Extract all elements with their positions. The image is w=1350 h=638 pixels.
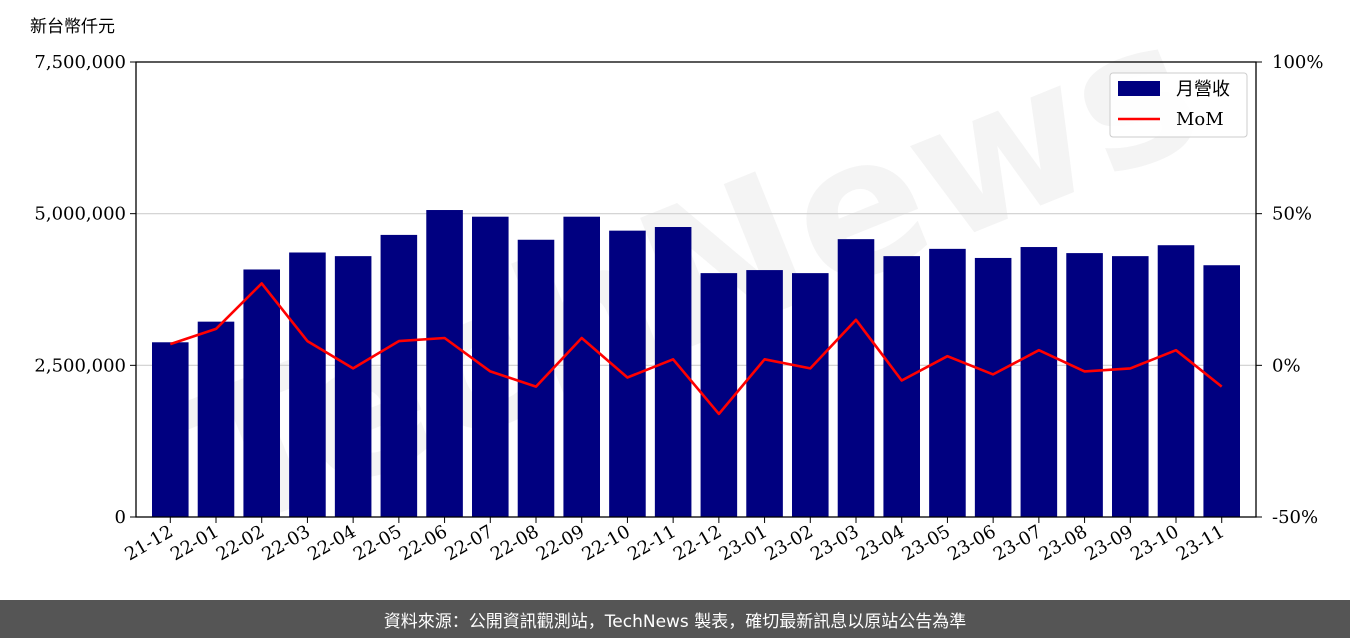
y-left-tick-label: 5,000,000 [34, 204, 126, 225]
x-tick-label: 22-12 [670, 521, 725, 565]
y-right-tick-label: 50% [1272, 204, 1312, 225]
revenue-bar [700, 273, 738, 517]
x-tick-label: 23-01 [716, 521, 771, 565]
y-left-tick-label: 7,500,000 [34, 52, 126, 73]
x-tick-label: 23-11 [1173, 521, 1228, 565]
revenue-bar [654, 227, 692, 517]
x-tick-label: 23-08 [1036, 521, 1091, 565]
revenue-bar [380, 234, 418, 517]
plot-frame [135, 61, 1257, 518]
revenue-bar [609, 230, 646, 518]
y-right-tick-label: 0% [1272, 355, 1301, 376]
revenue-bar [243, 269, 280, 517]
y-left-tick-label: 2,500,000 [34, 355, 126, 376]
x-tick-label: 23-06 [944, 521, 999, 565]
revenue-chart: TechNews02,500,0005,000,0007,500,000-50%… [30, 0, 1323, 575]
revenue-bar [929, 248, 966, 517]
revenue-bar [746, 270, 783, 517]
x-tick-label: 23-04 [853, 521, 908, 565]
x-tick-label: 22-09 [533, 521, 588, 565]
x-tick-label: 23-05 [898, 521, 953, 565]
revenue-bar [289, 252, 326, 517]
revenue-bar [792, 273, 829, 517]
y-right-tick-label: -50% [1272, 507, 1318, 528]
revenue-bar [1157, 245, 1195, 518]
x-tick-label: 23-02 [761, 521, 816, 565]
unit-label: 新台幣仟元 [30, 17, 115, 37]
x-tick-label: 22-01 [167, 521, 222, 565]
revenue-bar [426, 210, 463, 517]
x-tick-label: 22-08 [487, 521, 542, 565]
y-left-tick-label: 0 [115, 507, 126, 528]
revenue-bar [563, 216, 600, 517]
x-tick-label: 22-10 [578, 521, 633, 565]
x-tick-label: 22-06 [396, 521, 451, 565]
revenue-bar [1066, 253, 1103, 517]
revenue-bar [472, 216, 509, 517]
revenue-bar [152, 342, 189, 517]
x-tick-label: 23-07 [990, 521, 1045, 565]
revenue-bar [1020, 247, 1058, 518]
x-tick-label: 21-12 [121, 521, 176, 565]
revenue-bar [974, 257, 1012, 517]
y-right-tick-label: 100% [1272, 52, 1323, 73]
revenue-bar [1112, 256, 1149, 517]
revenue-bar [334, 256, 372, 517]
revenue-bar [1203, 265, 1240, 517]
revenue-bar [837, 239, 875, 517]
x-tick-label: 23-03 [807, 521, 862, 565]
revenue-bar [883, 256, 920, 517]
legend-label-revenue: 月營收 [1176, 79, 1230, 100]
revenue-bar [517, 239, 555, 517]
legend-label-mom: MoM [1176, 109, 1224, 130]
source-footer: 資料來源：公開資訊觀測站，TechNews 製表，確切最新訊息以原站公告為準 [0, 600, 1350, 638]
mom-line [169, 282, 1223, 416]
legend-bar-swatch [1118, 81, 1160, 96]
x-tick-label: 23-09 [1081, 521, 1136, 565]
x-tick-label: 22-07 [441, 521, 496, 565]
x-tick-label: 22-11 [624, 521, 679, 565]
x-tick-label: 23-10 [1127, 521, 1182, 565]
revenue-bar [197, 321, 235, 517]
footer-text: 資料來源：公開資訊觀測站，TechNews 製表，確切最新訊息以原站公告為準 [383, 611, 967, 632]
